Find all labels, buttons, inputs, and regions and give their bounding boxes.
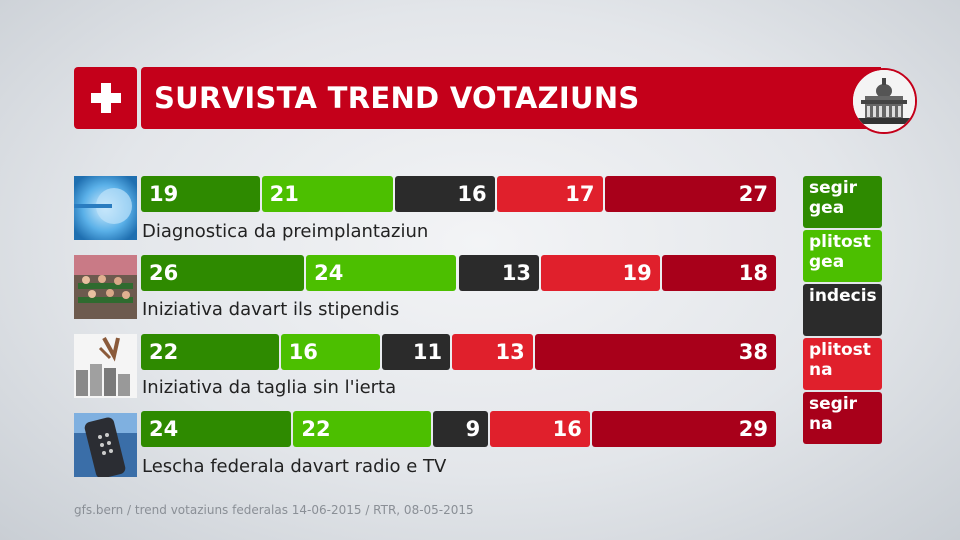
bar-segment-segir-gea: 24: [141, 411, 292, 447]
legend-item-plitost-na: plitost na: [803, 338, 882, 390]
bar-segment-indecis: 13: [458, 255, 540, 291]
proposal-label: Lescha federala davart radio e TV: [142, 456, 447, 477]
coins-stack-thumbnail: [74, 334, 137, 398]
bar-segment-plitost-gea: 22: [293, 411, 432, 447]
header-bar: SURVISTA TREND VOTAZIUNS: [141, 67, 881, 129]
bar-segment-segir-na: 29: [591, 411, 776, 447]
tv-remote-thumbnail: [74, 413, 137, 477]
bar-segment-plitost-gea: 21: [261, 176, 393, 212]
stacked-bar-row: 26 24 13 19 18: [141, 255, 776, 291]
bar-segment-plitost-na: 19: [541, 255, 660, 291]
proposal-label: Iniziativa da taglia sin l'ierta: [142, 377, 397, 398]
legend-item-segir-gea: segir gea: [803, 176, 882, 228]
bar-segment-plitost-na: 16: [490, 411, 590, 447]
proposal-label: Iniziativa davart ils stipendis: [142, 299, 400, 320]
bar-segment-plitost-gea: 16: [280, 334, 381, 370]
bar-segment-segir-na: 18: [661, 255, 776, 291]
students-lecture-thumbnail: [74, 255, 137, 319]
legend-item-indecis: indecis: [803, 284, 882, 336]
legend-item-segir-na: segir na: [803, 392, 882, 444]
bar-segment-segir-na: 38: [534, 334, 776, 370]
source-note: gfs.bern / trend votaziuns federalas 14-…: [74, 503, 474, 517]
bar-segment-segir-gea: 19: [141, 176, 260, 212]
parliament-building-icon: [851, 68, 917, 134]
bar-segment-indecis: 11: [382, 334, 451, 370]
bar-segment-segir-na: 27: [604, 176, 776, 212]
swiss-flag-icon: [74, 67, 137, 129]
embryo-cell-thumbnail: [74, 176, 137, 240]
bar-segment-plitost-gea: 24: [306, 255, 457, 291]
stacked-bar-row: 19 21 16 17 27: [141, 176, 776, 212]
bar-segment-segir-gea: 26: [141, 255, 305, 291]
bar-segment-indecis: 9: [433, 411, 489, 447]
bar-segment-indecis: 16: [395, 176, 495, 212]
legend-item-plitost-gea: plitost gea: [803, 230, 882, 282]
stacked-bar-row: 22 16 11 13 38: [141, 334, 776, 370]
bar-segment-plitost-na: 13: [452, 334, 533, 370]
stacked-bar-row: 24 22 9 16 29: [141, 411, 776, 447]
bar-segment-segir-gea: 22: [141, 334, 279, 370]
proposal-label: Diagnostica da preimplantaziun: [142, 221, 429, 242]
page-title: SURVISTA TREND VOTAZIUNS: [154, 81, 640, 115]
bar-segment-plitost-na: 17: [496, 176, 603, 212]
